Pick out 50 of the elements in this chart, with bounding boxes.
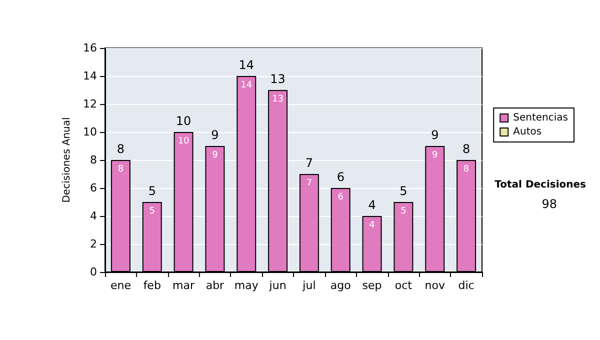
x-tick-label: mar: [172, 279, 196, 292]
total-label: 4: [368, 198, 376, 212]
x-tick-label: nov: [424, 279, 446, 292]
total-label: 13: [270, 72, 286, 86]
data-label: 4: [369, 220, 376, 230]
total-label: 5: [400, 184, 408, 198]
text: 98: [542, 197, 558, 211]
data-label: 13: [272, 94, 284, 104]
x-tick-label: abr: [206, 279, 225, 292]
data-label: 9: [432, 150, 438, 160]
y-tick-label: 10: [83, 126, 97, 138]
data-label: 8: [463, 164, 470, 174]
x-tick-label: sep: [362, 279, 382, 292]
data-label: 14: [240, 80, 252, 90]
y-tick-label: 6: [90, 182, 97, 194]
x-tick-label: jul: [302, 279, 316, 292]
legend-label: Sentencias: [513, 112, 568, 124]
total-label: 9: [431, 128, 439, 142]
x-tick-label: jun: [268, 279, 286, 292]
data-label: 9: [212, 150, 218, 160]
x-tick-label: ago: [330, 279, 352, 292]
x-tick-label: may: [234, 279, 259, 292]
y-tick-label: 16: [83, 42, 97, 54]
y-tick-label: 2: [90, 238, 97, 250]
total-label: 8: [462, 142, 470, 156]
y-tick-label: 8: [90, 154, 97, 166]
y-tick-label: 12: [83, 98, 97, 110]
y-tick-label: 4: [90, 210, 97, 222]
data-label: 10: [178, 136, 190, 146]
y-axis-title: Decisiones Anual: [62, 117, 73, 203]
x-tick-label: oct: [394, 279, 413, 292]
data-label: 6: [338, 192, 344, 202]
data-label: 8: [118, 164, 124, 174]
y-tick-label: 0: [90, 266, 97, 278]
total-label: 9: [211, 128, 219, 142]
data-label: 5: [400, 206, 406, 216]
total-label: 14: [238, 58, 254, 72]
total-label: 7: [305, 156, 314, 170]
x-tick-label: dic: [458, 279, 474, 292]
total-label: 6: [336, 170, 344, 184]
total-label: 5: [148, 184, 156, 198]
total-label: 8: [116, 142, 125, 156]
x-tick-label: ene: [110, 279, 132, 292]
legend-label: Autos: [513, 126, 542, 138]
x-tick-label: feb: [143, 279, 161, 292]
total-label: 10: [176, 114, 192, 128]
data-label: 7: [306, 178, 312, 188]
y-tick-label: 14: [83, 70, 97, 82]
data-label: 5: [149, 206, 155, 216]
text: Total Decisiones: [494, 180, 586, 190]
